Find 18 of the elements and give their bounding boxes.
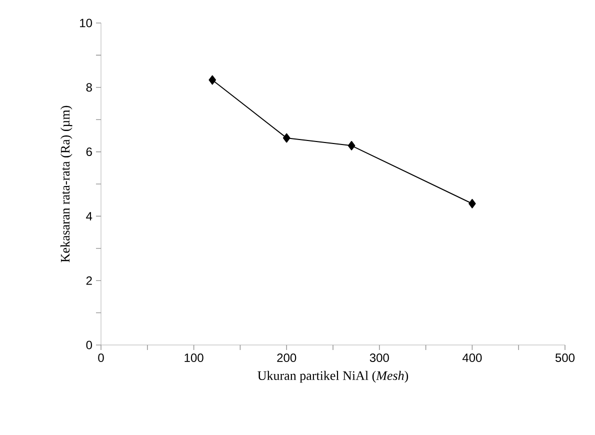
x-tick-label: 200 [277,354,296,362]
point [348,140,356,150]
y-tick-label: 8 [86,83,92,92]
x-tick-label: 0 [98,354,104,362]
x-tick-label: 500 [555,354,575,362]
point [208,75,216,85]
point [468,198,476,208]
x-axis-title: Ukuran partikel NiAl (Mesh) [258,370,408,383]
x-tick-label: 400 [462,354,482,362]
y-tick-label: 2 [86,276,92,285]
y-tick-label: 6 [86,148,92,156]
y-axis-title: Kekasaran rata-rata (Ra) (µm) [60,106,72,262]
x-tick-label: 300 [370,354,389,362]
x-tick-label: 100 [184,354,204,362]
y-tick-label: 10 [80,18,92,28]
y-tick-label: 0 [86,340,92,350]
point [282,133,290,143]
y-tick-label: 4 [86,212,92,220]
